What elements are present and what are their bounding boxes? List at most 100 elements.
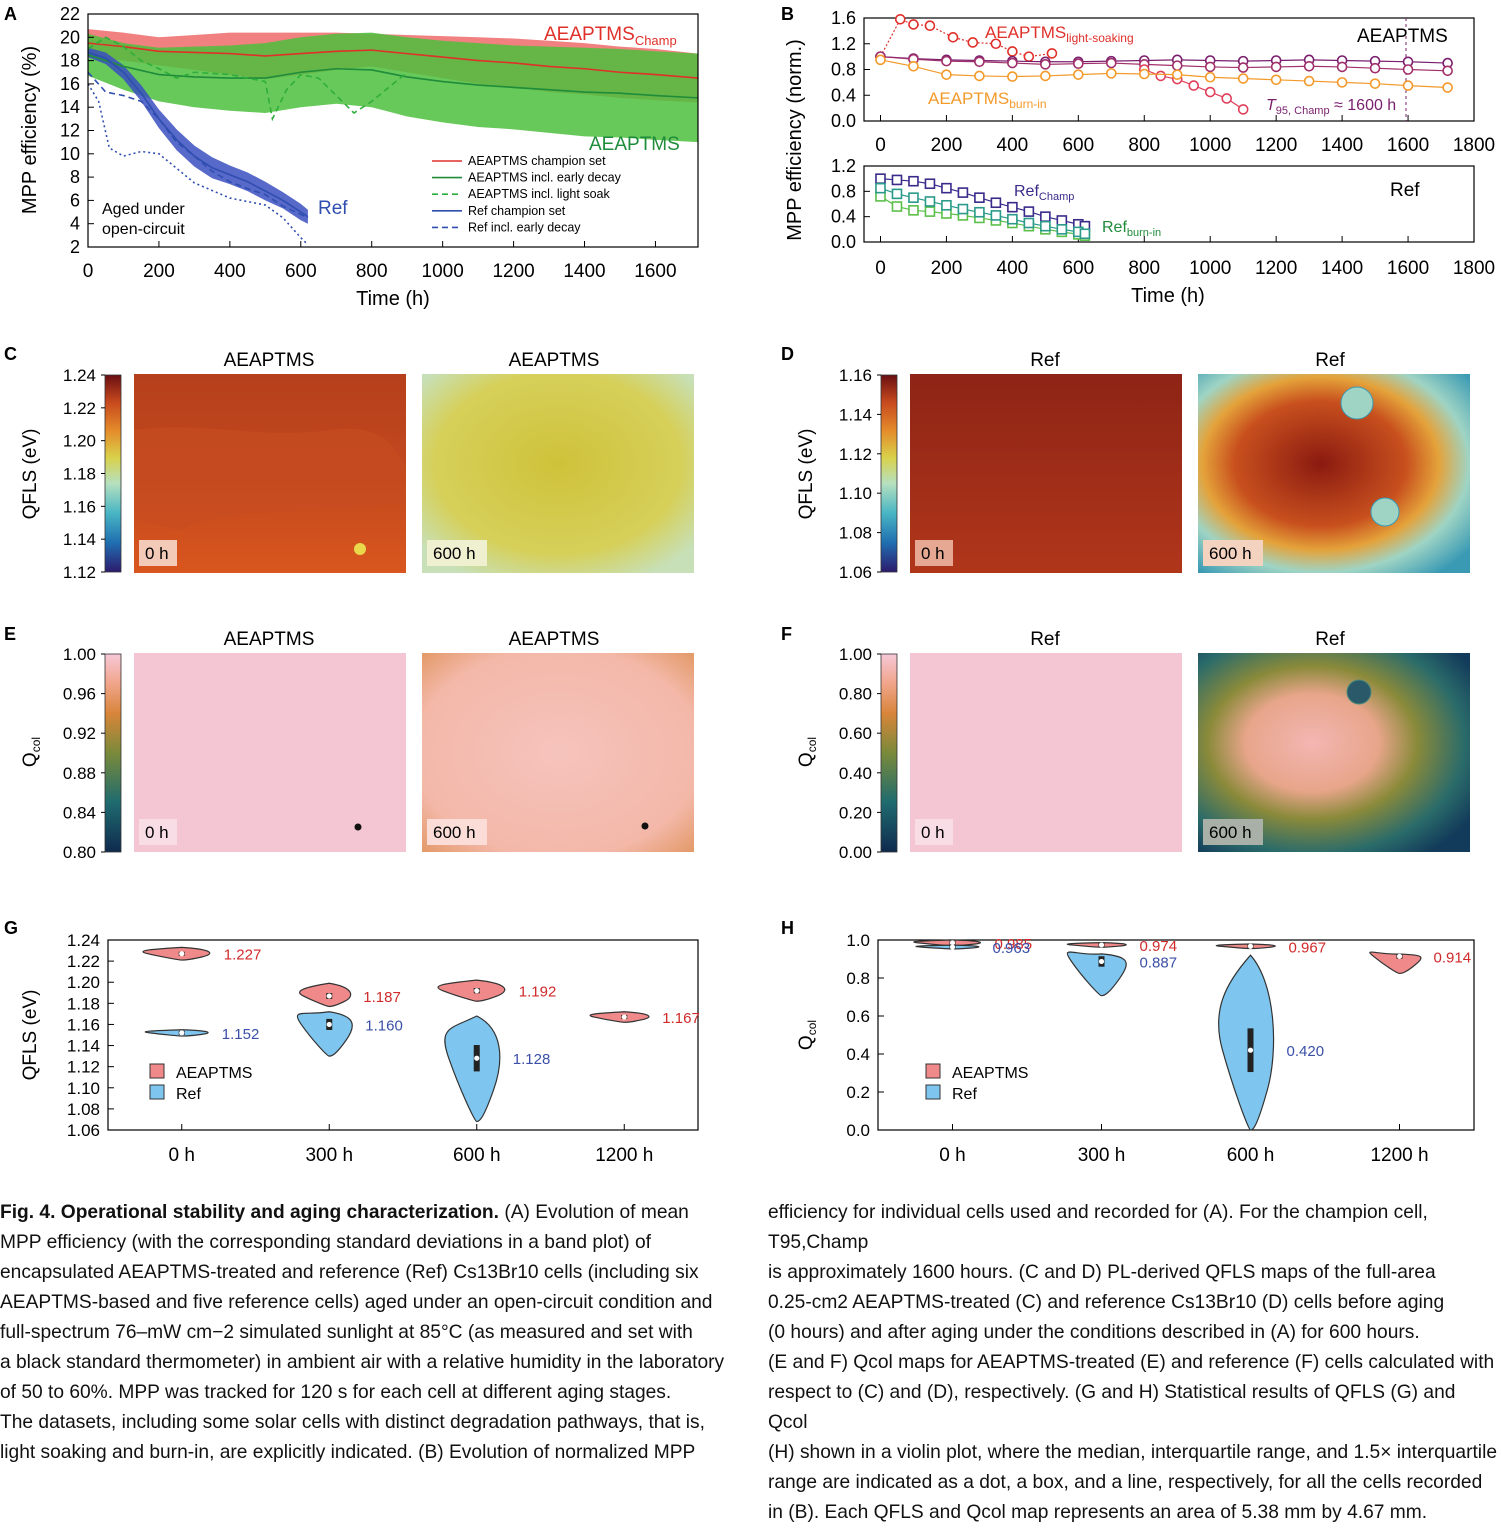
- legend-swatch-ref: [149, 1084, 165, 1100]
- map-e0-title: AEAPTMS: [224, 629, 315, 650]
- annotation-aeaptms-champ: AEAPTMSChamp: [544, 24, 677, 48]
- legend-ref-label-h: Ref: [952, 1086, 977, 1103]
- b-top-point: [1188, 80, 1200, 91]
- a-ytick-label: 8: [70, 167, 80, 187]
- b-top-point: [1105, 57, 1117, 69]
- a-series-line: [87, 42, 699, 79]
- colorbar-tick-label: 1.00: [839, 645, 872, 664]
- violin-median: [949, 940, 956, 946]
- violin-xtick-label: 1200 h: [595, 1145, 653, 1166]
- b-bot-point: [924, 178, 936, 190]
- violin-xtick-label: 300 h: [305, 1145, 353, 1166]
- panel-d-colorbar-label: QFLS (eV): [796, 429, 817, 520]
- caption-left-line-5: a black standard thermometer) in ambient…: [0, 1352, 725, 1373]
- caption-left-line-1: MPP efficiency (with the corresponding s…: [0, 1232, 651, 1253]
- caption-right-line-0: efficiency for individual cells used and…: [768, 1202, 1428, 1253]
- a-legend-label: AEAPTMS incl. early decay: [468, 171, 622, 185]
- map-d0-title: Ref: [1030, 350, 1060, 371]
- violin-ytick-label: 0.0: [846, 1121, 870, 1140]
- panel-b-bottom-label: Ref: [1390, 180, 1420, 201]
- a-ytick-label: 18: [60, 51, 80, 71]
- b-bot-ytick-label: 0.0: [831, 232, 856, 252]
- b-top-point: [894, 13, 906, 25]
- b-top-point: [1073, 58, 1084, 70]
- a-ytick-label: 16: [60, 74, 80, 94]
- violin-value-label: 1.128: [513, 1051, 551, 1068]
- panel-a-ylabel: MPP efficiency (%): [19, 46, 41, 214]
- violin-ytick-label: 1.16: [67, 1015, 100, 1034]
- panel-letter-d: D: [781, 344, 794, 364]
- b-bot-point: [1007, 213, 1018, 225]
- colorbar-tick-label: 1.18: [63, 465, 96, 484]
- b-top-ytick-label: 0.0: [831, 111, 856, 131]
- b-top-point: [1073, 69, 1084, 80]
- b-top-line: [880, 56, 1448, 64]
- b-top-xtick-label: 1000: [1189, 135, 1231, 156]
- violin-ytick-label: 1.06: [67, 1121, 100, 1140]
- map-c0-time: 0 h: [145, 544, 169, 563]
- colorbar-tick-label: 0.40: [839, 764, 872, 783]
- figure-canvas: A B C D E F G H 0 200 400 600 800 1000 1200 140…: [4, 4, 1495, 1166]
- violin-shape: [589, 1011, 650, 1023]
- legend-swatch-aeaptms-h: [925, 1063, 941, 1079]
- a-xtick-label: 1200: [492, 261, 534, 282]
- caption-left-line-7: The datasets, including some solar cells…: [0, 1412, 705, 1433]
- b-top-xtick-label: 1400: [1321, 135, 1363, 156]
- a-ytick-label: 12: [60, 121, 80, 141]
- b-top-point: [1369, 78, 1381, 89]
- annotation-light-soaking: AEAPTMSlight-soaking: [985, 23, 1134, 45]
- annotation-open-circuit: open-circuit: [102, 221, 185, 238]
- violin-value-label: 0.974: [1140, 938, 1178, 955]
- violin-shape: [296, 1011, 353, 1057]
- b-bot-xtick-label: 1600: [1387, 258, 1429, 279]
- violin-value-label: 0.967: [1289, 939, 1327, 956]
- map-e600-time: 600 h: [433, 823, 476, 842]
- b-top-point: [990, 38, 1002, 50]
- a-xtick-label: 600: [285, 261, 317, 282]
- annotation-aged-under: Aged under: [102, 201, 185, 218]
- b-top-point: [908, 19, 919, 30]
- violin-value-label: 1.160: [365, 1017, 403, 1034]
- violin-shape: [1066, 951, 1127, 997]
- violin-xtick-label: 600 h: [1227, 1145, 1275, 1166]
- violin-xtick-label: 1200 h: [1370, 1145, 1428, 1166]
- panel-e-colorbar-label: Qcol: [20, 737, 43, 767]
- annotation-aeaptms-green: AEAPTMS: [589, 134, 680, 155]
- a-ytick-label: 10: [60, 144, 80, 164]
- map-e-600h: [422, 653, 694, 852]
- violin-ytick-label: 1.14: [67, 1037, 100, 1056]
- a-xtick-label: 1600: [634, 261, 676, 282]
- b-bot-point: [990, 210, 1002, 221]
- annotation-t95-main: T: [1266, 97, 1277, 114]
- b-top-point: [974, 70, 985, 82]
- colorbar-f: [880, 653, 898, 853]
- violin-value-label: 1.192: [519, 984, 557, 1001]
- panel-b-top-label: AEAPTMS: [1357, 26, 1448, 47]
- violin-median: [949, 944, 956, 950]
- b-top-xtick-label: 1200: [1255, 135, 1297, 156]
- b-top-ytick-label: 0.8: [831, 60, 856, 80]
- legend-swatch-ref-h: [925, 1084, 941, 1100]
- violin-median: [1247, 943, 1254, 949]
- violin-ytick-label: 1.08: [67, 1100, 100, 1119]
- violin-shape: [144, 1029, 209, 1037]
- caption-left-line-4: full-spectrum 76–mW cm−2 simulated sunli…: [0, 1322, 693, 1343]
- violin-median: [474, 988, 480, 994]
- maps-group: QFLS (eV) 1.24 1.22 1.20 1.18 1.16 1.14 1.12 A…: [20, 350, 1470, 862]
- b-top-point: [1442, 65, 1453, 77]
- b-top-point: [1303, 75, 1315, 87]
- map-d-600h: [1198, 374, 1470, 573]
- a-series-line: [87, 51, 309, 218]
- b-bot-ytick-label: 0.4: [831, 207, 856, 227]
- colorbar-tick-label: 0.80: [63, 843, 96, 862]
- b-top-point: [1336, 61, 1348, 73]
- panel-h-chart: 0.0 0.2 0.4 0.6 0.8 1.0 0 h 300 h 600 h 1200 h 0.…: [796, 931, 1475, 1166]
- caption-right-line-7: range are indicated as a dot, a box, and…: [768, 1472, 1483, 1493]
- caption-right-line-4: (E and F) Qcol maps for AEAPTMS-treated …: [768, 1352, 1495, 1373]
- violin-shape: [1369, 951, 1422, 975]
- colorbar-tick-label: 1.10: [839, 484, 872, 503]
- panel-letter-a: A: [4, 4, 17, 24]
- colorbar-tick-label: 1.20: [63, 432, 96, 451]
- b-top-point: [1204, 61, 1216, 73]
- b-bot-point: [924, 196, 936, 207]
